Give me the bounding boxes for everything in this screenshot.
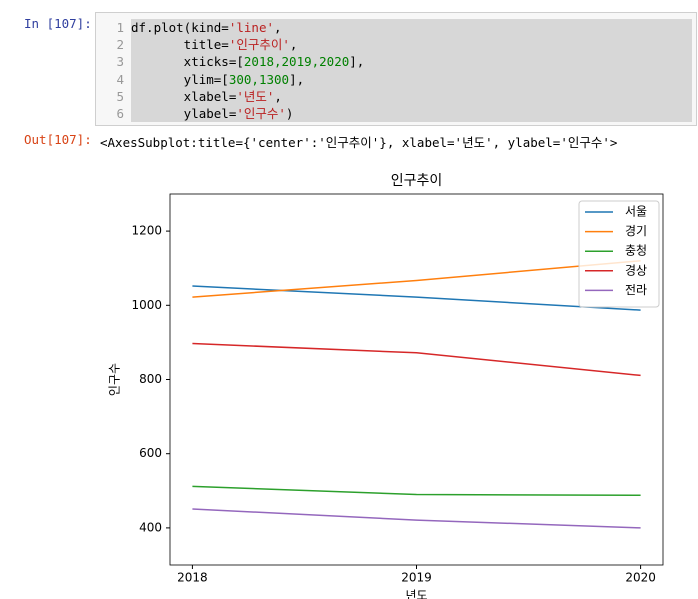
code-token: ,	[289, 37, 298, 53]
code-token: ,	[274, 20, 282, 35]
code-token: ],	[349, 54, 365, 70]
plot-frame	[169, 193, 664, 566]
data-line	[192, 260, 641, 298]
line-number: 3	[116, 54, 124, 70]
data-line	[192, 485, 641, 497]
code-token: 2018,2019,2020	[243, 54, 350, 70]
data-line	[192, 285, 641, 311]
code-line: xticks=[2018,2019,2020],	[131, 53, 692, 71]
legend	[578, 200, 660, 308]
code-line: xlabel='년도',	[131, 87, 692, 105]
chart-title: 인구추이	[391, 173, 443, 189]
line-number: 6	[116, 105, 124, 121]
legend-label: 경기	[625, 224, 647, 238]
legend-label: 전라	[625, 283, 647, 297]
code-token: title=	[131, 37, 229, 53]
code-token: ],	[289, 71, 305, 87]
y-tick-label: 400	[139, 520, 162, 534]
output-text: <AxesSubplot:title={'center':'인구추이'}, xl…	[100, 135, 618, 150]
y-tick-label: 1200	[131, 224, 162, 238]
line-number: 5	[116, 88, 124, 104]
legend-label: 충청	[625, 244, 647, 258]
x-axis-label: 년도	[405, 589, 427, 599]
data-line	[192, 342, 641, 377]
line-number: 4	[116, 71, 124, 87]
code-token: ylim=[	[131, 71, 229, 87]
line-number: 2	[116, 37, 124, 53]
code-token: '인구수'	[236, 105, 286, 121]
in-prompt: In [107]:	[24, 16, 92, 31]
y-tick-label: 800	[139, 372, 162, 386]
code-token: xticks=[	[131, 54, 244, 70]
x-tick-label: 2019	[401, 571, 432, 585]
code-token: 300,1300	[228, 71, 290, 87]
x-tick-label: 2018	[177, 571, 208, 585]
out-prompt: Out[107]:	[24, 132, 92, 147]
y-tick-label: 600	[139, 446, 162, 460]
code-token: df.plot(kind=	[131, 20, 229, 35]
code-token: )	[285, 105, 294, 121]
x-tick-label: 2020	[625, 571, 656, 585]
code-line: df.plot(kind='line',	[131, 19, 692, 37]
legend-label: 서울	[625, 205, 647, 219]
code-line: ylabel='인구수')	[131, 104, 692, 123]
code-token: ,	[274, 88, 282, 104]
code: df.plot(kind='line', title='인구추이', xtick…	[131, 19, 692, 123]
y-axis-label: 인구수	[108, 363, 122, 396]
code-token: 'line'	[228, 20, 274, 35]
legend-label: 경상	[625, 263, 647, 277]
code-token: xlabel=	[131, 88, 237, 104]
data-line	[192, 508, 641, 529]
code-line: ylim=[300,1300],	[131, 70, 692, 88]
code-line: title='인구추이',	[131, 36, 692, 54]
code-token: ylabel=	[131, 105, 237, 121]
line-number: 1	[116, 20, 124, 35]
code-token: '인구추이'	[228, 37, 290, 53]
y-tick-label: 1000	[131, 298, 162, 312]
code-token: '년도'	[236, 88, 275, 104]
